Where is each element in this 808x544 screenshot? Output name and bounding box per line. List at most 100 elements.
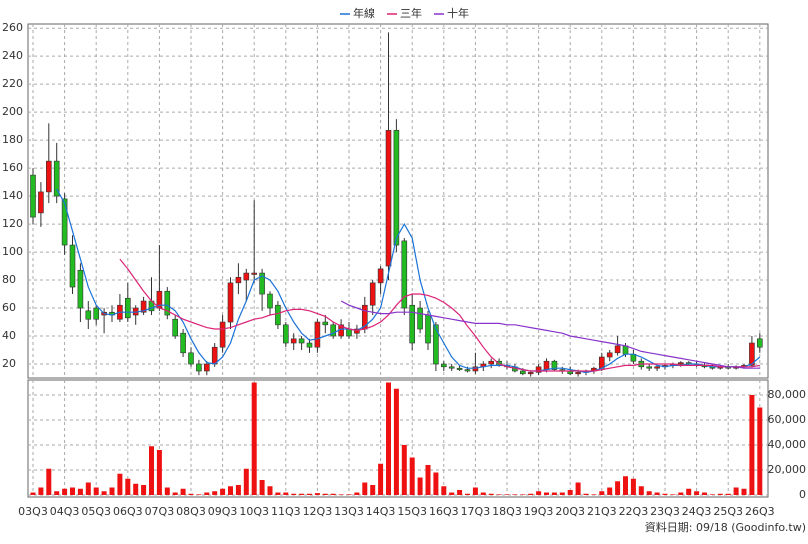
candle-body (598, 356, 605, 369)
volume-bar (457, 490, 463, 495)
x-tick-label: 25Q3 (713, 505, 743, 518)
candle-body (456, 367, 463, 370)
volume-bar (607, 487, 613, 495)
volume-bar (291, 493, 297, 495)
candle-body (377, 268, 384, 284)
candle-body (61, 198, 68, 246)
candle-body (38, 191, 44, 214)
candle-body (622, 345, 629, 355)
y-tick-label: 220 (2, 77, 23, 90)
volume-tick-label: 60,000 (768, 413, 807, 426)
volume-bar (512, 494, 518, 495)
volume-bar (694, 491, 700, 495)
volume-bar (757, 407, 763, 495)
volume-bar (472, 487, 478, 495)
candle-body (369, 282, 376, 306)
candle-body (53, 160, 60, 197)
x-tick-label: 21Q3 (587, 505, 617, 518)
volume-bar (504, 494, 510, 495)
x-tick-label: 26Q3 (745, 505, 775, 518)
x-tick-label: 18Q3 (492, 505, 522, 518)
volume-bar (149, 446, 154, 495)
candle-body (488, 360, 495, 365)
candle-body (69, 244, 76, 288)
volume-bar (583, 493, 589, 495)
ma-line (340, 300, 760, 369)
volume-bar (259, 480, 265, 495)
volume-bar (346, 494, 352, 495)
candle-body (433, 324, 439, 365)
volume-tick-label: 0 (799, 488, 806, 501)
candle-body (267, 293, 273, 309)
y-tick-label: 20 (2, 357, 16, 370)
x-tick-label: 22Q3 (619, 505, 649, 518)
volume-bar (354, 492, 360, 495)
volume-bar (299, 493, 305, 495)
y-tick-label: 140 (2, 189, 23, 202)
candle-body (677, 362, 684, 365)
x-tick-label: 05Q3 (81, 505, 111, 518)
volume-bar (599, 491, 605, 495)
volume-bar (125, 478, 131, 495)
volume-bar (386, 382, 391, 495)
x-tick-label: 03Q3 (18, 505, 48, 518)
volume-bar (425, 465, 431, 495)
volume-bar (117, 473, 123, 495)
candle-body (290, 338, 297, 344)
x-tick-label: 15Q3 (397, 505, 427, 518)
volume-tick-label: 80,000 (768, 388, 807, 401)
candle-body (575, 372, 581, 375)
x-tick-label: 24Q3 (682, 505, 712, 518)
volume-bar (378, 463, 384, 495)
volume-bar (401, 445, 407, 495)
candle-body (243, 272, 250, 281)
candle-body (464, 369, 471, 372)
candle-body (188, 352, 194, 365)
y-tick-label: 100 (2, 245, 23, 258)
volume-bar (70, 487, 75, 495)
volume-bar (370, 485, 376, 495)
volume-bar (646, 491, 652, 495)
y-tick-label: 260 (2, 21, 23, 34)
volume-bar (38, 487, 44, 495)
volume-bar (567, 490, 573, 495)
candle-body (543, 360, 550, 370)
volume-bar (662, 493, 668, 495)
volume-bar (409, 457, 415, 495)
x-tick-label: 06Q3 (113, 505, 143, 518)
y-tick-label: 80 (2, 273, 16, 286)
candle-body (393, 130, 400, 246)
x-tick-label: 20Q3 (555, 505, 585, 518)
volume-bar (528, 493, 534, 495)
volume-bar (702, 492, 707, 495)
candle-body (354, 328, 360, 334)
y-tick-label: 60 (2, 301, 16, 314)
candle-body (164, 290, 171, 316)
candle-body (77, 269, 84, 309)
candle-body (519, 370, 526, 375)
volume-bar (536, 491, 542, 495)
y-tick-label: 160 (2, 161, 23, 174)
volume-bar (275, 492, 281, 495)
legend-label: 年線 (353, 6, 375, 20)
candle-body (346, 328, 352, 337)
candle-body (448, 366, 455, 369)
volume-bar (164, 487, 170, 495)
volume-bar (441, 486, 447, 495)
volume-bar (188, 493, 194, 495)
x-tick-label: 09Q3 (208, 505, 238, 518)
volume-bar (62, 488, 68, 495)
volume-bar (465, 493, 470, 495)
volume-bar (196, 494, 202, 495)
volume-bar (488, 493, 494, 495)
candle-body (654, 366, 660, 369)
volume-bar (338, 494, 344, 495)
y-tick-label: 120 (2, 217, 23, 230)
candle-body (196, 363, 202, 372)
candle-body (30, 174, 36, 218)
x-tick-label: 16Q3 (429, 505, 459, 518)
candle-body (385, 130, 392, 267)
candle-body (417, 307, 423, 330)
volume-bar (30, 492, 36, 495)
